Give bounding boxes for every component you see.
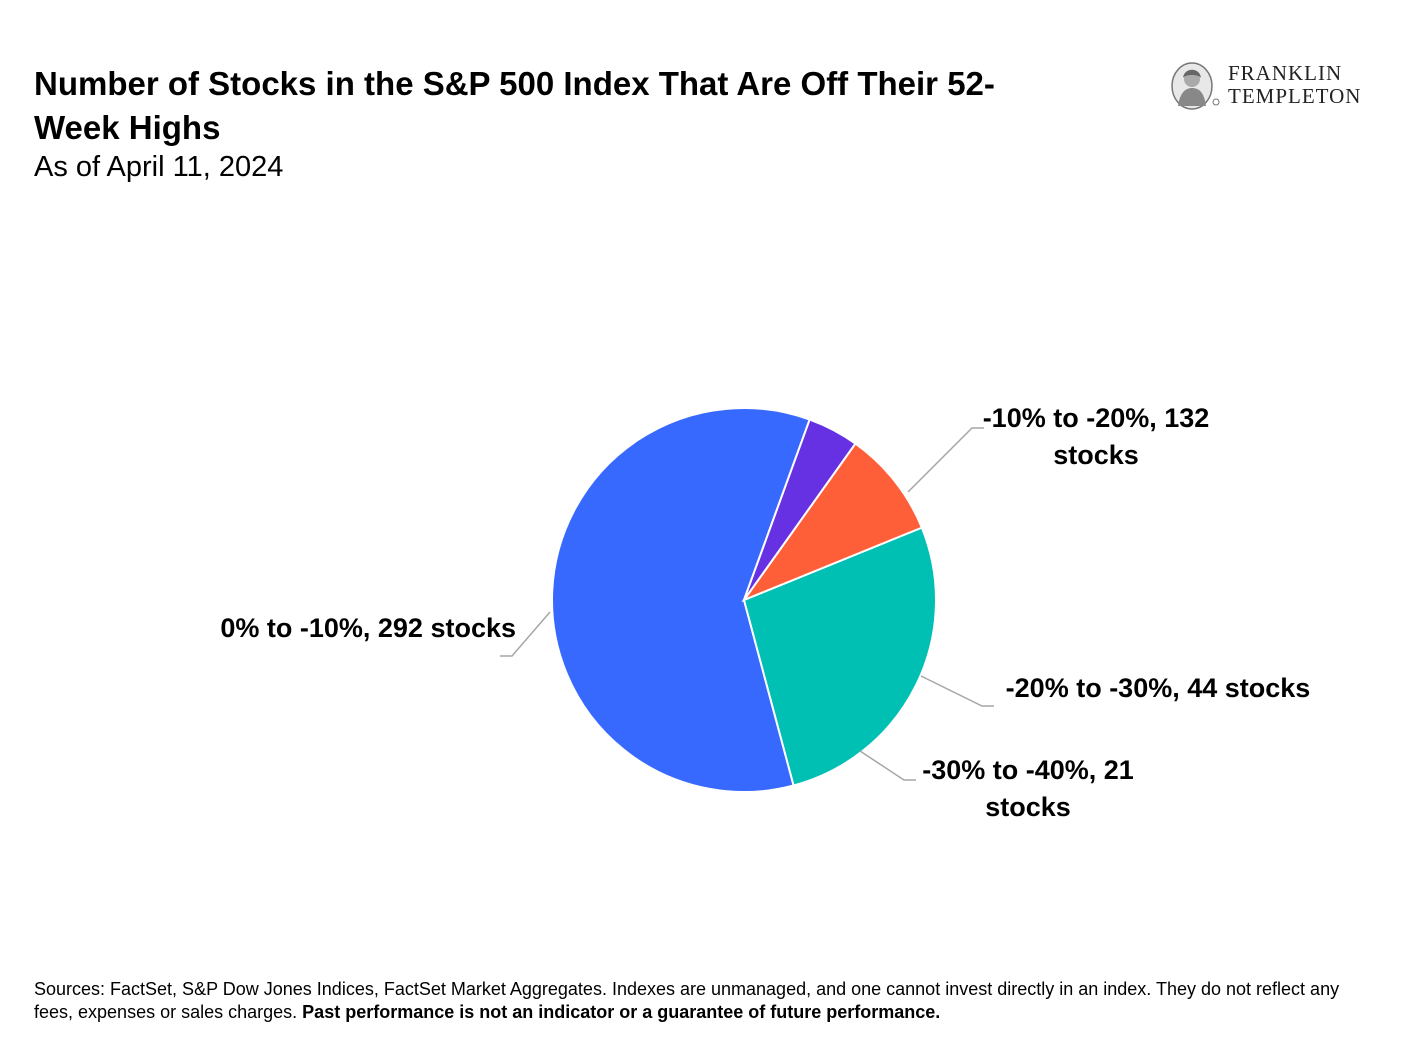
- leader-line-0-to-10: [500, 611, 551, 657]
- slice-label-30-to-40: -30% to -40%, 21 stocks: [922, 755, 1134, 822]
- chart-title: Number of Stocks in the S&P 500 Index Th…: [34, 65, 995, 146]
- pie-slice-20-to-30: [741, 442, 924, 603]
- pie-slice-30-to-40: [743, 418, 857, 601]
- footer-note: Sources: FactSet, S&P Dow Jones Indices,…: [34, 978, 1374, 1024]
- pie-slices: [551, 407, 937, 793]
- franklin-templeton-logo: FRANKLIN TEMPLETON: [1166, 62, 1396, 112]
- pie-slice-0-to-10: [551, 407, 811, 793]
- benjamin-franklin-portrait-icon: [1171, 62, 1220, 110]
- pie-slice-10-to-20: [742, 526, 937, 787]
- slice-label-10-to-20: -10% to -20%, 132 stocks: [983, 403, 1210, 470]
- logo-line-1: FRANKLIN: [1228, 61, 1343, 85]
- slice-label-20-to-30: -20% to -30%, 44 stocks: [1006, 673, 1311, 703]
- leader-lines: [500, 427, 994, 781]
- sources-text: Sources: FactSet, S&P Dow Jones Indices,…: [34, 979, 1340, 1022]
- slice-label-0-to-10: 0% to -10%, 292 stocks: [220, 613, 516, 643]
- leader-line-10-to-20: [907, 427, 984, 493]
- logo-line-2: TEMPLETON: [1228, 84, 1362, 108]
- leader-line-30-to-40: [859, 750, 916, 781]
- leader-line-20-to-30: [920, 675, 994, 707]
- slice-labels: 0% to -10%, 292 stocks -10% to -20%, 132 s…: [220, 403, 1310, 822]
- chart-subtitle: As of April 11, 2024: [34, 151, 284, 183]
- disclaimer-text: Past performance is not an indicator or …: [302, 1002, 941, 1022]
